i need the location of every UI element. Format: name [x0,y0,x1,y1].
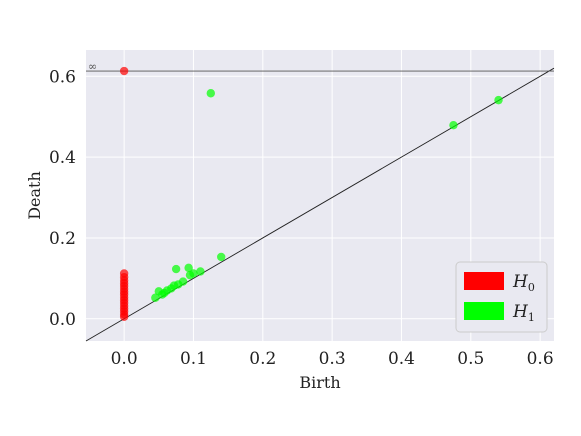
h1-point [185,270,195,280]
h1-point [217,252,226,262]
infinity-label: ∞ [88,60,97,73]
y-tick-label: 0.2 [49,229,76,249]
h1-point [206,89,215,98]
h1-point [184,263,193,273]
h1-legend-swatch [464,302,504,320]
x-tick-label: 0.5 [457,349,484,369]
grid-lines [86,50,554,341]
x-tick-label: 0.6 [527,349,554,369]
x-tick-label: 0.0 [111,349,138,369]
y-tick-label: 0.0 [49,310,76,330]
h1-point [171,264,181,274]
x-tick-label: 0.4 [388,349,415,369]
h1-point [494,95,503,105]
x-tick-label: 0.2 [249,349,276,369]
x-tick-label: 0.3 [319,349,346,369]
h0-legend-swatch [464,272,504,290]
h0-point [119,66,129,76]
data-points [119,66,503,321]
h1-point [151,293,160,302]
y-axis-label: Death [25,171,44,220]
x-tick-label: 0.1 [180,349,207,369]
h0-point [119,312,129,321]
y-tick-label: 0.4 [49,148,76,168]
h1-point [449,120,458,130]
y-tick-label: 0.6 [49,67,76,87]
tick-labels: 0.0 0.1 0.2 0.3 0.4 0.5 0.6 0.0 0.2 0.4 0.6 [49,67,554,369]
h1-point [154,287,163,296]
x-axis-label: Birth [299,373,340,392]
h1-point [196,267,205,276]
